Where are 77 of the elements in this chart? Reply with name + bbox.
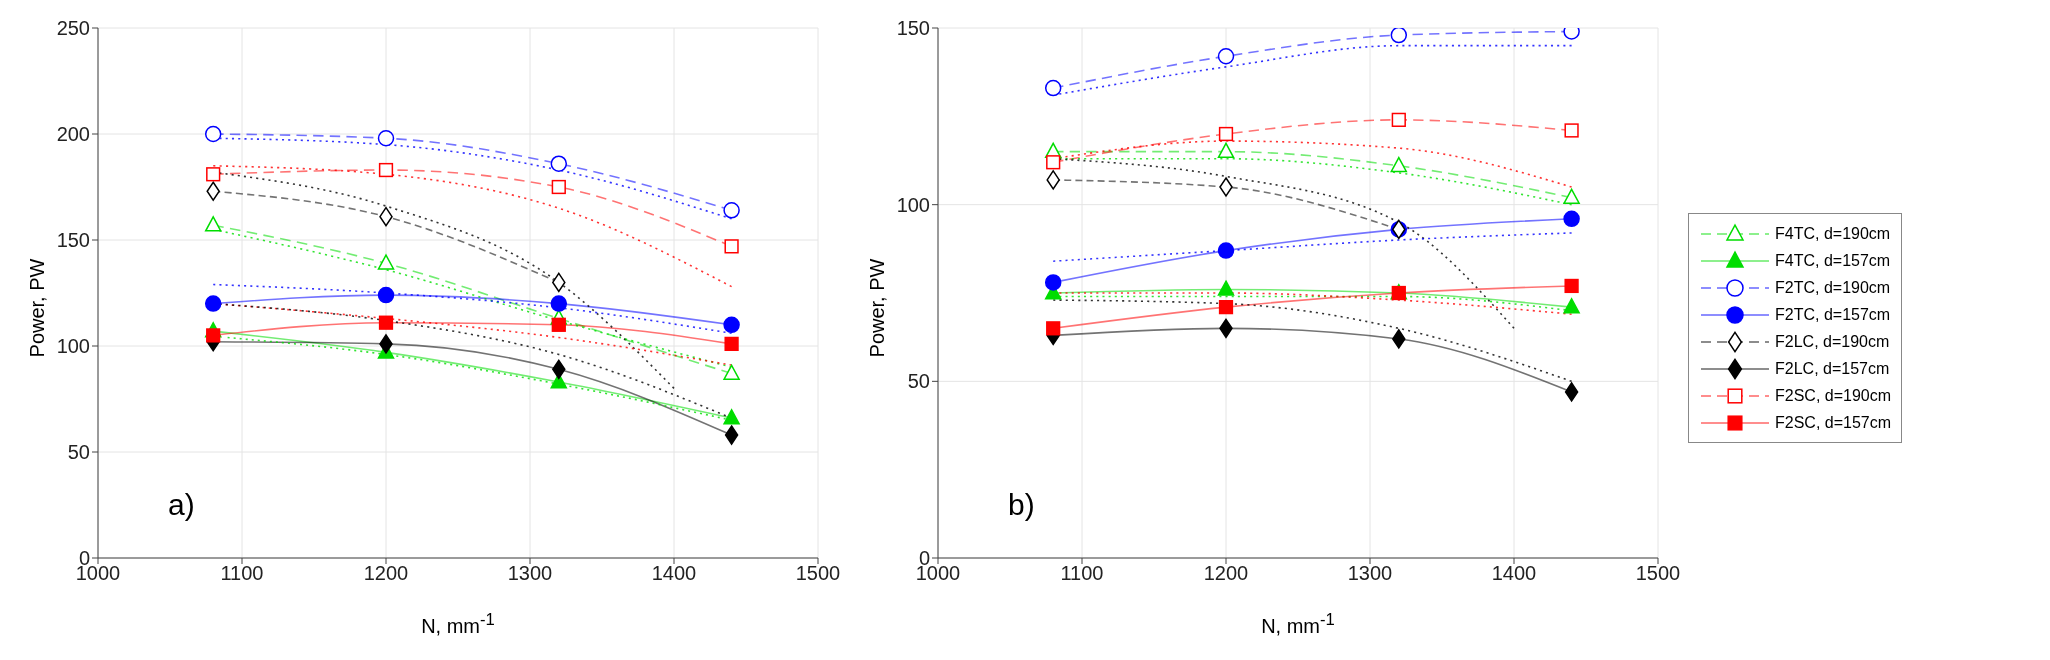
point: [1564, 278, 1579, 294]
point: [1563, 298, 1580, 314]
y-axis-title: Power, PW: [26, 258, 50, 358]
point: [206, 181, 220, 201]
x-tick-label: 1500: [795, 562, 841, 585]
y-tick-label: 150: [896, 17, 930, 40]
point: [550, 155, 568, 172]
legend-label: F2SC, d=190cm: [1775, 386, 1892, 405]
point: [379, 334, 393, 354]
point: [1217, 142, 1235, 159]
y-tick-label: 250: [56, 17, 90, 40]
legend-label: F4TC, d=157cm: [1775, 251, 1891, 270]
legend-label: F2TC, d=190cm: [1775, 278, 1891, 297]
x-tick-label: 1100: [1060, 562, 1104, 585]
point: [1390, 28, 1408, 44]
x-axis-title: N, mm$^{-1}$: [420, 610, 496, 638]
point: [551, 317, 566, 332]
legend-label: F2LC, d=157cm: [1775, 359, 1890, 378]
point: [206, 167, 221, 182]
point: [1391, 112, 1406, 127]
point: [1217, 48, 1235, 65]
point: [206, 328, 221, 343]
point: [204, 295, 222, 312]
point: [724, 239, 739, 254]
point: [1219, 177, 1233, 197]
point: [377, 129, 395, 147]
y-tick-label: 150: [56, 229, 90, 252]
annotation: a): [168, 488, 195, 522]
x-tick-label: 1200: [363, 562, 409, 585]
x-tick-label: 1100: [220, 562, 264, 585]
point: [204, 216, 222, 232]
point: [1392, 329, 1406, 349]
point: [204, 125, 222, 143]
x-tick-label: 1400: [651, 562, 697, 585]
point: [723, 364, 740, 380]
point: [1046, 321, 1061, 336]
y-tick-label: 100: [896, 193, 930, 216]
point: [1563, 188, 1580, 204]
point: [377, 254, 395, 270]
point: [1044, 79, 1062, 97]
point: [378, 315, 394, 330]
point: [1564, 382, 1579, 402]
legend-label: F4TC, d=190cm: [1775, 224, 1891, 243]
y-tick-label: 50: [67, 441, 90, 464]
x-tick-label: 1300: [1347, 562, 1393, 585]
point: [1046, 170, 1060, 190]
point: [1563, 210, 1580, 228]
y-tick-label: 50: [907, 370, 930, 393]
point: [1218, 126, 1234, 142]
point: [377, 286, 395, 304]
y-tick-label: 200: [56, 123, 90, 146]
x-tick-label: 1300: [507, 562, 553, 585]
x-tick-label: 1200: [1203, 562, 1249, 585]
y-tick-label: 100: [56, 335, 90, 358]
point: [723, 202, 740, 219]
x-tick-label: 1400: [1491, 562, 1537, 585]
annotation: b): [1008, 488, 1035, 522]
point: [1044, 274, 1062, 291]
x-axis-title: N, mm$^{-1}$: [1260, 610, 1336, 638]
point: [723, 409, 740, 425]
point: [724, 425, 739, 445]
point: [1390, 156, 1408, 173]
point: [1046, 155, 1061, 170]
legend-label: F2TC, d=157cm: [1775, 305, 1891, 324]
point: [378, 162, 394, 178]
point: [550, 295, 568, 312]
legend-label: F2SC, d=157cm: [1775, 413, 1892, 432]
point: [551, 179, 566, 195]
x-tick-label: 1500: [1635, 562, 1681, 585]
point: [1217, 280, 1235, 296]
point: [723, 316, 740, 334]
point: [724, 336, 739, 352]
legend-label: F2LC, d=190cm: [1775, 332, 1890, 351]
y-axis-title: Power, PW: [866, 258, 890, 358]
point: [1564, 123, 1579, 138]
point: [1217, 242, 1235, 259]
point: [1218, 300, 1234, 315]
